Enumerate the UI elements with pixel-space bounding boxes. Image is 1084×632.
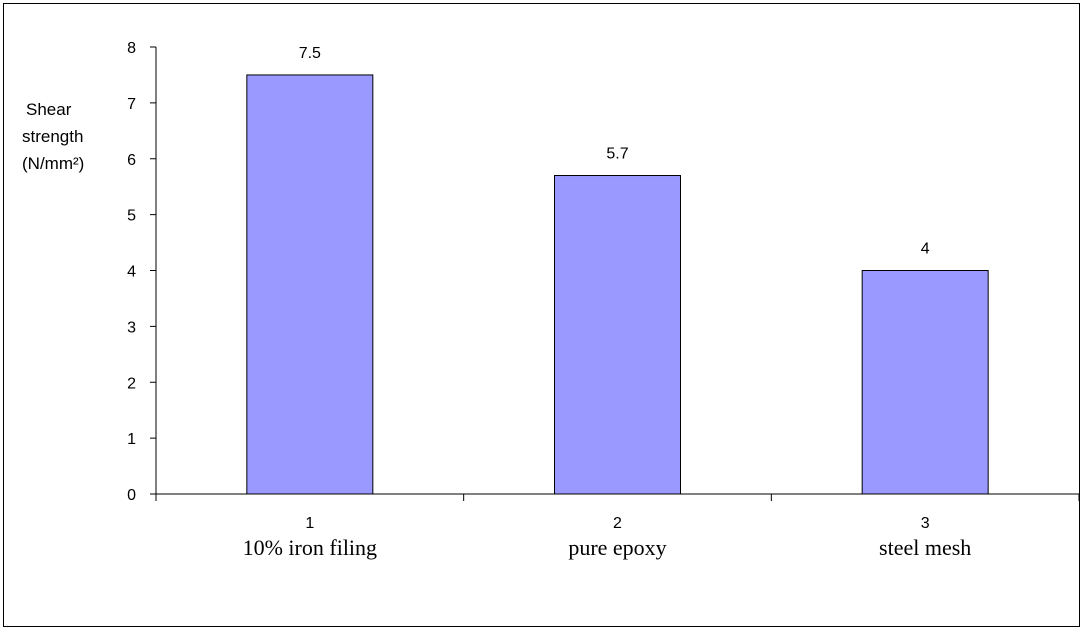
y-tick-label: 3	[127, 319, 136, 336]
y-tick-label: 5	[127, 208, 136, 225]
y-axis-label-line-2: strength	[22, 127, 83, 146]
data-label: 5.7	[606, 146, 628, 163]
data-label: 7.5	[299, 45, 321, 62]
y-tick-label: 0	[127, 487, 136, 504]
bar	[861, 270, 989, 495]
y-tick-label: 7	[127, 96, 136, 113]
category-name-label: 10% iron filing	[243, 535, 377, 560]
x-tick-label: 1	[305, 515, 314, 532]
y-tick-label: 2	[127, 375, 136, 392]
x-tick-label: 2	[613, 515, 622, 532]
y-axis-label-line-3: (N/mm²)	[22, 154, 84, 173]
y-tick-label: 1	[127, 431, 136, 448]
y-axis-ticks: 0 1 2 3 4 5 6 7 8	[127, 40, 156, 504]
bars: 7.5 5.7 4	[246, 45, 989, 495]
y-axis-label: Shear strength (N/mm²)	[22, 100, 84, 173]
bar	[554, 175, 681, 495]
data-label: 4	[921, 241, 930, 258]
x-tick-label: 3	[921, 515, 930, 532]
bar	[246, 74, 374, 495]
y-axis-label-line-1: Shear	[26, 100, 72, 119]
y-tick-label: 6	[127, 152, 136, 169]
x-axis-labels: 1 10% iron filing 2 pure epoxy 3 steel mesh	[243, 515, 972, 560]
category-name-label: pure epoxy	[568, 535, 666, 560]
y-tick-label: 8	[127, 40, 136, 57]
category-name-label: steel mesh	[879, 535, 971, 560]
y-tick-label: 4	[127, 264, 136, 281]
